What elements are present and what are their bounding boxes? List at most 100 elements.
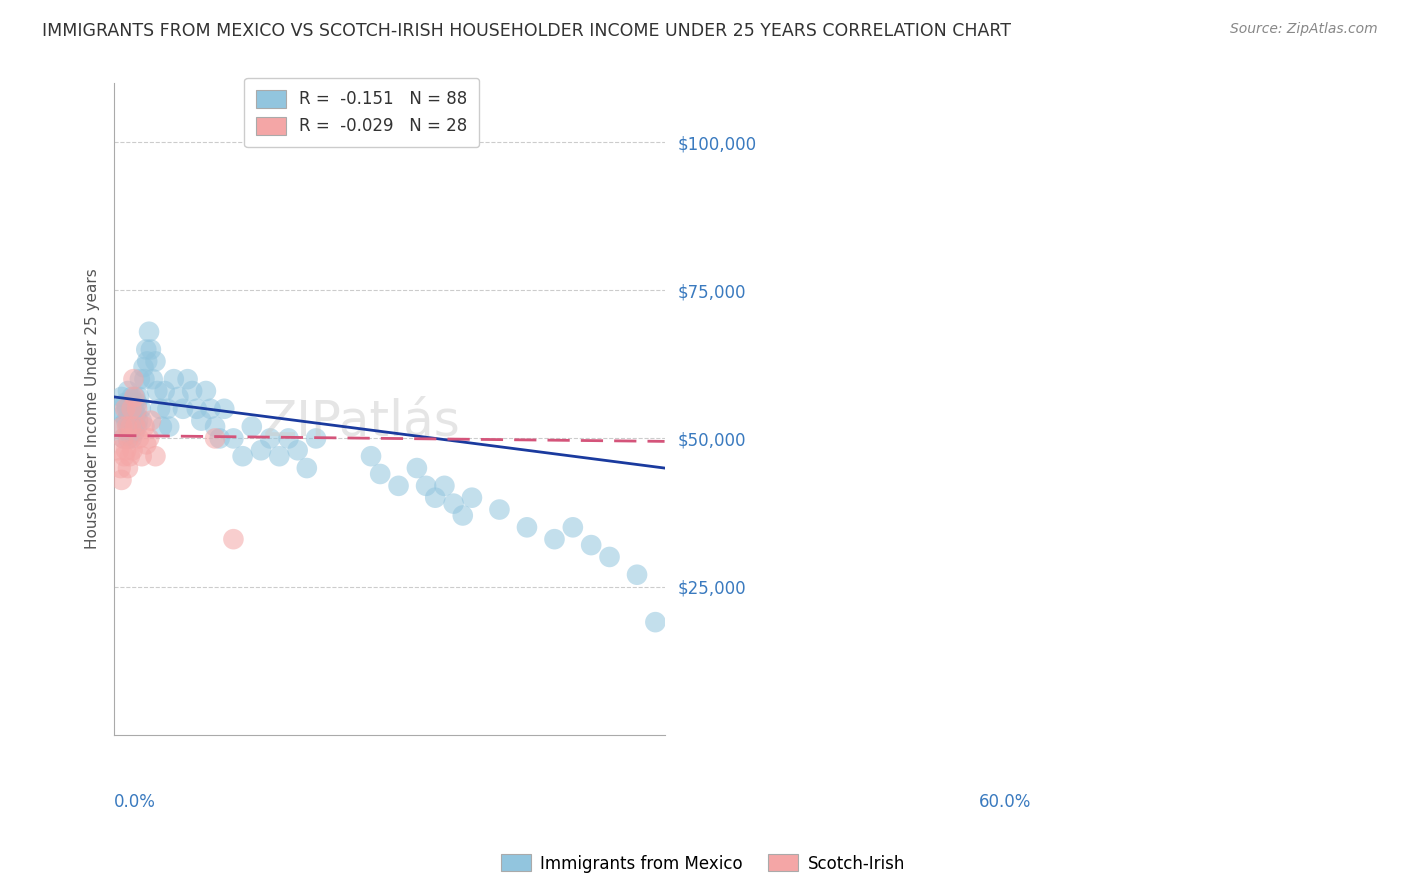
Point xyxy=(135,437,157,451)
Point xyxy=(579,538,602,552)
Point xyxy=(110,419,132,434)
Point xyxy=(118,432,141,446)
Point xyxy=(124,419,146,434)
Point xyxy=(250,443,273,458)
Point xyxy=(204,432,226,446)
Point xyxy=(146,384,169,398)
Point xyxy=(134,419,156,434)
Point xyxy=(443,497,465,511)
Point xyxy=(122,372,145,386)
Point xyxy=(136,354,159,368)
Point xyxy=(132,360,155,375)
Point xyxy=(139,414,162,428)
Point xyxy=(150,419,173,434)
Point xyxy=(190,414,212,428)
Point xyxy=(112,408,135,422)
Point xyxy=(120,414,142,428)
Point xyxy=(644,615,666,629)
Point xyxy=(112,432,135,446)
Point xyxy=(214,401,236,416)
Point xyxy=(172,401,194,416)
Point xyxy=(415,479,437,493)
Point xyxy=(124,390,146,404)
Point xyxy=(131,414,153,428)
Point xyxy=(125,408,148,422)
Point xyxy=(406,461,429,475)
Point xyxy=(200,401,222,416)
Y-axis label: Householder Income Under 25 years: Householder Income Under 25 years xyxy=(86,268,100,549)
Text: ZIPatlás: ZIPatlás xyxy=(263,398,461,446)
Point xyxy=(118,449,141,463)
Point xyxy=(287,443,309,458)
Point xyxy=(139,343,162,357)
Point xyxy=(115,401,138,416)
Point xyxy=(121,390,143,404)
Point xyxy=(118,408,141,422)
Point xyxy=(128,432,150,446)
Point xyxy=(110,461,132,475)
Point xyxy=(121,432,143,446)
Point xyxy=(176,372,198,386)
Point xyxy=(111,419,134,434)
Point xyxy=(115,419,138,434)
Text: 60.0%: 60.0% xyxy=(979,793,1032,812)
Point xyxy=(107,443,129,458)
Point xyxy=(153,384,176,398)
Point xyxy=(451,508,474,523)
Point xyxy=(121,401,143,416)
Point xyxy=(181,384,204,398)
Point xyxy=(117,384,139,398)
Point xyxy=(114,396,136,410)
Point xyxy=(387,479,409,493)
Legend: R =  -0.151   N = 88, R =  -0.029   N = 28: R = -0.151 N = 88, R = -0.029 N = 28 xyxy=(245,78,479,147)
Point xyxy=(360,449,382,463)
Point xyxy=(128,390,150,404)
Point xyxy=(269,449,291,463)
Point xyxy=(118,419,141,434)
Point xyxy=(124,390,146,404)
Point xyxy=(204,419,226,434)
Point xyxy=(122,414,145,428)
Point xyxy=(232,449,254,463)
Point xyxy=(138,325,160,339)
Point xyxy=(222,432,245,446)
Point xyxy=(112,449,135,463)
Point xyxy=(142,372,165,386)
Point xyxy=(425,491,447,505)
Point xyxy=(167,390,190,404)
Point xyxy=(163,372,186,386)
Point xyxy=(186,401,208,416)
Point xyxy=(110,473,132,487)
Point xyxy=(488,502,510,516)
Text: 0.0%: 0.0% xyxy=(114,793,156,812)
Point xyxy=(208,432,231,446)
Point xyxy=(543,532,565,546)
Point xyxy=(561,520,583,534)
Point xyxy=(124,425,146,440)
Text: IMMIGRANTS FROM MEXICO VS SCOTCH-IRISH HOUSEHOLDER INCOME UNDER 25 YEARS CORRELA: IMMIGRANTS FROM MEXICO VS SCOTCH-IRISH H… xyxy=(42,22,1011,40)
Point xyxy=(145,449,167,463)
Text: Source: ZipAtlas.com: Source: ZipAtlas.com xyxy=(1230,22,1378,37)
Point xyxy=(118,401,141,416)
Point xyxy=(131,449,153,463)
Point xyxy=(127,401,149,416)
Point xyxy=(156,401,179,416)
Legend: Immigrants from Mexico, Scotch-Irish: Immigrants from Mexico, Scotch-Irish xyxy=(494,847,912,880)
Point xyxy=(127,414,149,428)
Point xyxy=(129,401,152,416)
Point xyxy=(115,414,138,428)
Point xyxy=(194,384,217,398)
Point xyxy=(118,425,141,440)
Point xyxy=(107,401,129,416)
Point xyxy=(433,479,456,493)
Point xyxy=(222,532,245,546)
Point xyxy=(157,419,180,434)
Point xyxy=(124,401,146,416)
Point xyxy=(295,461,318,475)
Point xyxy=(127,396,149,410)
Point xyxy=(368,467,391,481)
Point xyxy=(145,354,167,368)
Point xyxy=(120,419,142,434)
Point xyxy=(599,549,621,564)
Point xyxy=(128,372,150,386)
